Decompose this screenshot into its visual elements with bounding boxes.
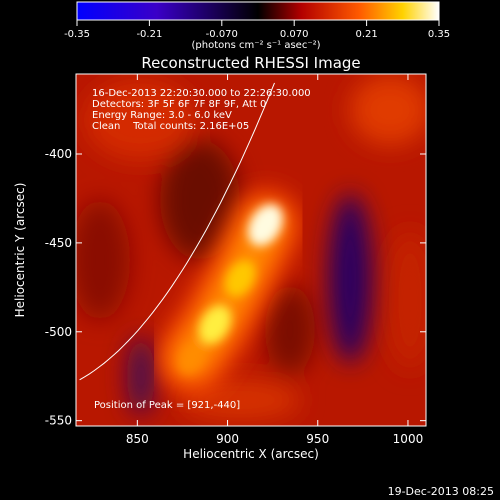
peak-position-label: Position of Peak = [921,-440]: [94, 400, 240, 411]
x-tick-label: 950: [306, 432, 329, 446]
flare-source: [248, 204, 283, 247]
chart-title: Reconstructed RHESSI Image: [141, 54, 360, 72]
x-tick-label: 1000: [393, 432, 424, 446]
annotation-energy: Energy Range: 3.0 - 6.0 keV: [92, 110, 232, 121]
x-axis-label: Heliocentric X (arcsec): [183, 447, 319, 461]
flare-source: [178, 343, 205, 374]
y-tick-label: -500: [45, 325, 72, 339]
flare-source: [225, 260, 256, 297]
flare-source: [198, 305, 232, 345]
colorbar-tick-label: -0.35: [64, 29, 90, 40]
colorbar-label: (photons cm⁻² s⁻¹ asec⁻²): [191, 40, 320, 51]
colorbar-tick-label: -0.070: [206, 29, 238, 40]
image-area: [76, 74, 426, 426]
y-axis: -550 -500 -450 -400: [45, 147, 426, 428]
y-axis-label: Heliocentric Y (arcsec): [13, 183, 27, 318]
plot-frame: [75, 73, 427, 427]
x-tick-label: 900: [216, 432, 239, 446]
colorbar-ticks: -0.35 -0.21 -0.070 0.070 0.21 0.35: [64, 20, 450, 40]
negative-region: [328, 193, 373, 364]
solar-limb: [79, 82, 275, 381]
colorbar-tick-label: 0.35: [428, 29, 450, 40]
y-tick-label: -400: [45, 147, 72, 161]
y-tick-label: -450: [45, 236, 72, 250]
colorbar: [76, 1, 440, 21]
colorbar-tick-label: 0.070: [280, 29, 309, 40]
annotation-detectors: Detectors: 3F 5F 6F 7F 8F 9F, Att 0: [92, 99, 266, 110]
negative-region: [126, 336, 155, 417]
footer-date: 19-Dec-2013 08:25: [387, 485, 494, 498]
annotation-counts: Clean Total counts: 2.16E+05: [92, 121, 249, 132]
y-tick-label: -550: [45, 414, 72, 428]
annotation-time: 16-Dec-2013 22:20:30.000 to 22:26:30.000: [92, 88, 311, 99]
colorbar-tick-label: 0.21: [355, 29, 377, 40]
x-axis: 850 900 950 1000: [126, 74, 423, 446]
x-tick-label: 850: [126, 432, 149, 446]
colorbar-tick-label: -0.21: [136, 29, 162, 40]
